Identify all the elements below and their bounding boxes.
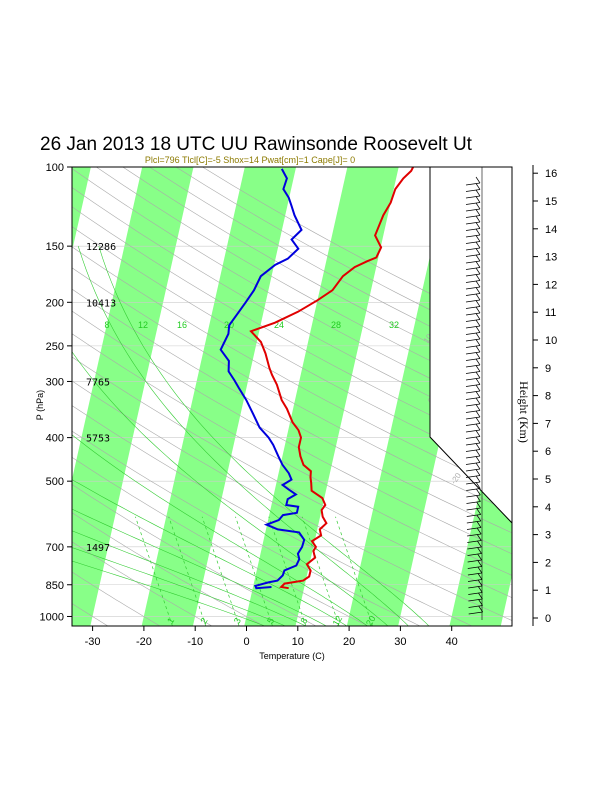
- height-tick-label: 15: [545, 196, 557, 208]
- y-tick-label: 850: [46, 580, 64, 592]
- height-axis-label: Height (Km): [517, 381, 531, 443]
- height-tick-label: 4: [545, 502, 551, 514]
- y-tick-label: 400: [46, 433, 64, 445]
- height-value-label: 10413: [86, 298, 116, 309]
- x-tick-label: 20: [343, 636, 355, 648]
- height-tick-label: 8: [545, 391, 551, 403]
- height-tick-label: 7: [545, 418, 551, 430]
- height-tick-label: 14: [545, 224, 557, 236]
- x-tick-label: -10: [187, 636, 203, 648]
- height-tick-label: 12: [545, 279, 557, 291]
- x-axis-label: Temperature (C): [259, 651, 325, 661]
- height-tick-label: 9: [545, 363, 551, 375]
- moist-adiabat-label: 16: [177, 320, 187, 330]
- height-value-label: 5753: [86, 434, 110, 445]
- height-tick-label: 16: [545, 168, 557, 180]
- x-tick-label: 40: [446, 636, 458, 648]
- height-tick-label: 11: [545, 307, 556, 319]
- x-tick-label: 30: [394, 636, 406, 648]
- y-tick-label: 250: [46, 341, 64, 353]
- height-value-label: 1497: [86, 543, 110, 554]
- height-tick-label: 6: [545, 446, 551, 458]
- height-tick-label: 0: [545, 613, 551, 625]
- moist-adiabat-label: 8: [104, 320, 109, 330]
- y-tick-label: 100: [46, 162, 64, 174]
- x-tick-label: 10: [292, 636, 304, 648]
- x-tick-label: 0: [243, 636, 249, 648]
- y-tick-label: 500: [46, 476, 64, 488]
- y-axis-label: P (hPa): [35, 390, 45, 420]
- height-tick-label: 10: [545, 335, 557, 347]
- y-tick-label: 300: [46, 376, 64, 388]
- chart-subtitle: Plcl=796 Tlcl[C]=-5 Shox=14 Pwat[cm]=1 C…: [145, 155, 355, 165]
- height-value-label: 7765: [86, 377, 110, 388]
- y-tick-label: 1000: [40, 611, 64, 623]
- height-tick-label: 2: [545, 557, 551, 569]
- moist-adiabat-label: 12: [138, 320, 148, 330]
- y-tick-label: 700: [46, 542, 64, 554]
- isotherm-band: [552, 167, 612, 626]
- wind-panel-mask: [430, 167, 513, 523]
- moist-adiabat-label: 32: [389, 320, 399, 330]
- y-tick-label: 150: [46, 241, 64, 253]
- wind-mask: [430, 167, 513, 523]
- height-tick-label: 1: [545, 585, 551, 597]
- x-tick-label: -30: [85, 636, 101, 648]
- mixing-ratio-label: 8: [298, 616, 309, 625]
- height-tick-label: 13: [545, 252, 557, 264]
- height-value-label: 12286: [86, 242, 116, 253]
- x-axis: -30 -20 -10 0 10 20 30 40: [85, 626, 458, 648]
- wind-barb: [466, 489, 480, 491]
- height-tick-label: 3: [545, 530, 551, 542]
- y-tick-label: 200: [46, 297, 64, 309]
- height-tick-label: 5: [545, 474, 551, 486]
- chart-title: 26 Jan 2013 18 UTC UU Rawinsonde Rooseve…: [40, 134, 473, 155]
- moist-adiabat-label: 28: [331, 320, 341, 330]
- x-tick-label: -20: [136, 636, 152, 648]
